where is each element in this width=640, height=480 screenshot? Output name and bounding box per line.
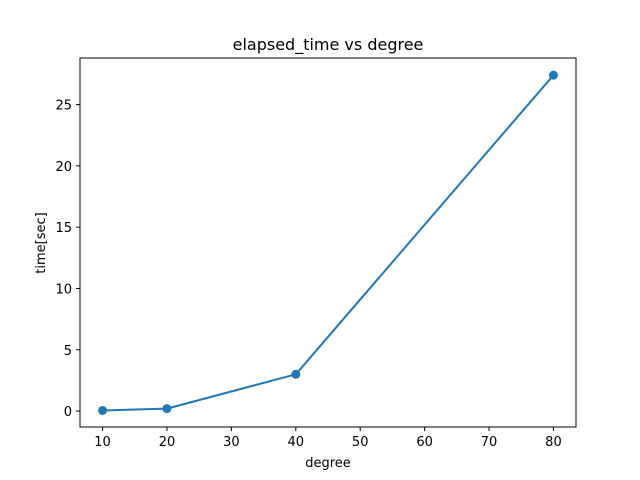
x-tick-label: 40: [288, 435, 305, 450]
x-tick-label: 20: [159, 435, 176, 450]
x-tick-label: 80: [545, 435, 562, 450]
x-tick-label: 10: [94, 435, 111, 450]
ticks: 10 20 30 40 50 60 70 80 0 5 10 15 20 25: [55, 99, 561, 450]
data-point: [548, 70, 558, 80]
x-tick-label: 50: [352, 435, 369, 450]
y-tick-label: 15: [55, 221, 72, 236]
y-tick-label: 0: [64, 405, 72, 420]
data-point: [98, 405, 108, 415]
x-tick-label: 60: [416, 435, 433, 450]
data-point: [291, 369, 301, 379]
y-tick-label: 20: [55, 160, 72, 175]
y-tick-label: 25: [55, 99, 72, 114]
x-tick-label: 30: [223, 435, 240, 450]
series-layer: [98, 70, 558, 415]
plot-area: [79, 57, 577, 428]
y-tick-label: 5: [64, 344, 72, 359]
chart-title: elapsed_time vs degree: [233, 35, 424, 55]
x-axis-label: degree: [305, 456, 351, 471]
y-axis-label: time[sec]: [34, 212, 49, 273]
x-tick-label: 70: [481, 435, 498, 450]
data-point: [162, 404, 172, 414]
y-tick-label: 10: [55, 282, 72, 297]
series-line: [102, 74, 555, 412]
axes-frame: [79, 57, 577, 428]
